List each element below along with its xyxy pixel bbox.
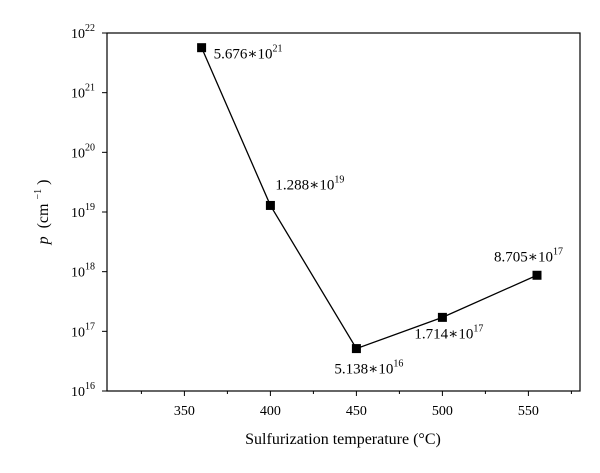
y-tick-label: 1022 (71, 23, 95, 42)
series-line (197, 43, 542, 354)
data-point-marker (532, 270, 542, 280)
data-label: 8.705∗1017 (494, 246, 563, 265)
data-label: 5.138∗1016 (334, 359, 403, 378)
y-tick-label: 1019 (71, 202, 95, 221)
y-axis-ticks: 1016 1017 1018 1019 1020 1021 1022 (71, 23, 107, 400)
y-tick-label: 1017 (71, 321, 95, 340)
data-label: 5.676∗1021 (214, 44, 283, 63)
y-tick-label: 1018 (71, 262, 95, 281)
plot-frame (106, 32, 581, 392)
x-tick-label: 450 (346, 404, 367, 419)
y-tick-label: 1021 (71, 83, 95, 102)
data-label: 1.714∗1017 (414, 323, 483, 342)
y-axis-unit-close: ) (35, 180, 52, 185)
x-tick-label: 350 (174, 404, 195, 419)
y-axis-unit: (cm (35, 203, 52, 228)
y-tick-label: 1016 (71, 381, 95, 400)
y-tick-label: 1020 (71, 142, 95, 161)
y-axis-unit-exp: −1 (33, 189, 44, 200)
series-polyline (201, 47, 538, 350)
data-point-marker (197, 43, 207, 53)
x-axis-ticks: 350 400 450 500 550 (140, 391, 572, 419)
y-axis-label: p (cm −1 ) (28, 180, 52, 246)
x-tick-label: 400 (260, 404, 281, 419)
y-axis-symbol: p (35, 236, 52, 245)
x-axis-label: Sulfurization temperature (°C) (245, 431, 441, 448)
data-point-marker (351, 344, 361, 354)
data-point-marker (265, 200, 275, 210)
x-tick-label: 500 (432, 404, 453, 419)
x-tick-label: 550 (518, 404, 539, 419)
data-labels: 5.676∗1021 1.288∗1019 5.138∗1016 1.714∗1017… (214, 44, 563, 378)
data-label: 1.288∗1019 (275, 174, 344, 193)
data-point-marker (437, 312, 447, 322)
